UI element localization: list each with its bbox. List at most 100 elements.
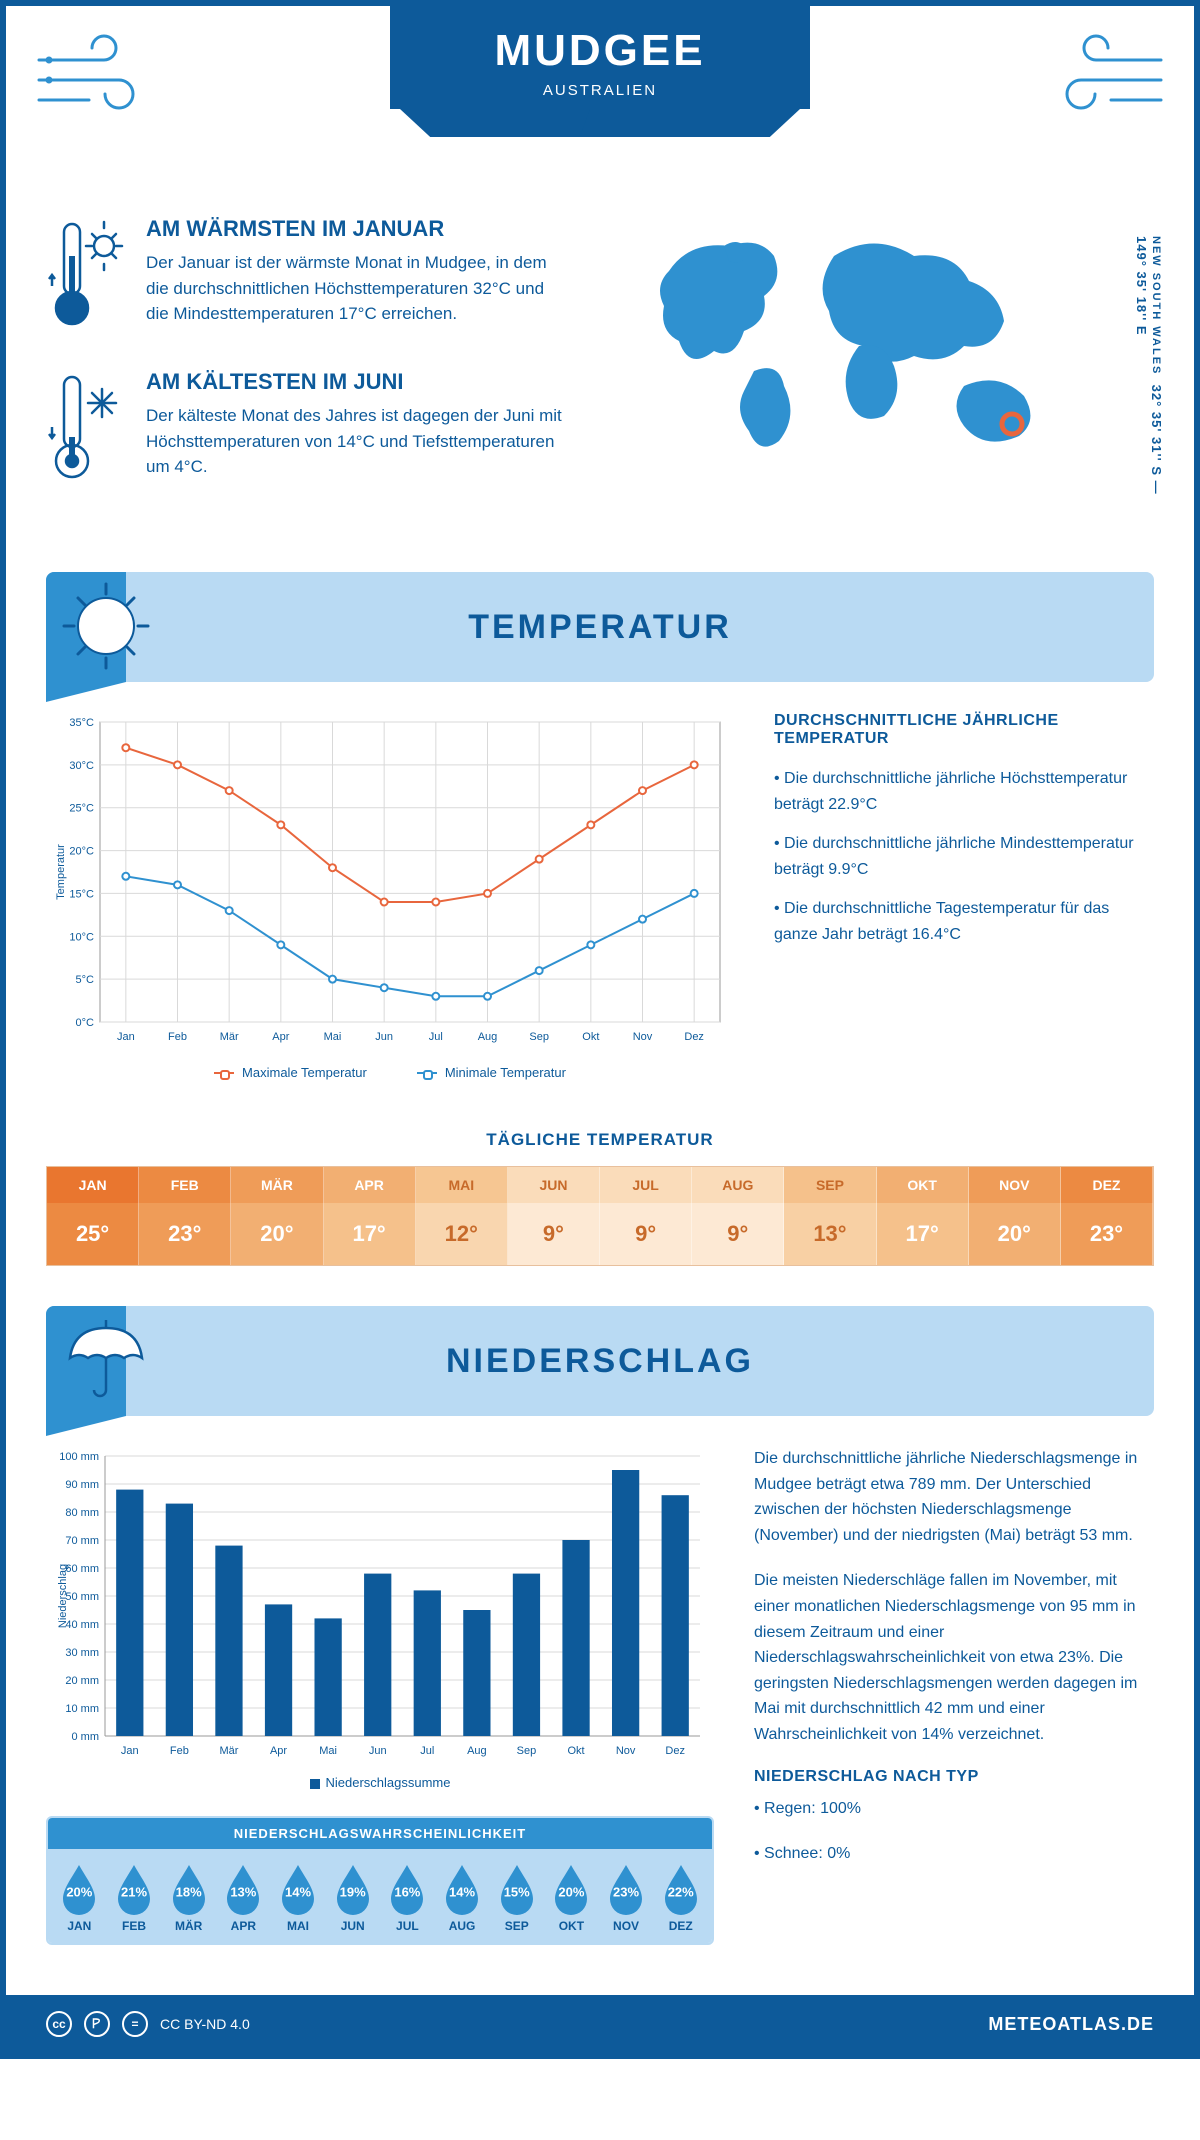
- probability-cell: 22% DEZ: [653, 1863, 708, 1933]
- daily-cell: APR 17°: [324, 1167, 416, 1265]
- probability-cell: 21% FEB: [107, 1863, 162, 1933]
- svg-text:Jun: Jun: [369, 1745, 387, 1757]
- cc-icon: cc: [46, 2011, 72, 2037]
- precipitation-info: Die durchschnittliche jährliche Niedersc…: [754, 1446, 1154, 1945]
- svg-text:Dez: Dez: [684, 1031, 704, 1043]
- section-title: NIEDERSCHLAG: [446, 1342, 754, 1381]
- sun-icon: [56, 576, 156, 681]
- daily-cell: SEP 13°: [784, 1167, 876, 1265]
- svg-text:Feb: Feb: [170, 1745, 189, 1757]
- thermometer-sun-icon: [46, 216, 126, 341]
- probability-box: NIEDERSCHLAGSWAHRSCHEINLICHKEIT 20% JAN …: [46, 1816, 714, 1945]
- precipitation-legend: Niederschlagssumme: [46, 1775, 714, 1790]
- svg-text:Temperatur: Temperatur: [55, 844, 67, 900]
- daily-cell: JUL 9°: [600, 1167, 692, 1265]
- svg-text:Jun: Jun: [375, 1031, 393, 1043]
- title-ribbon: MUDGEE AUSTRALIEN: [390, 6, 810, 137]
- coldest-text: Der kälteste Monat des Jahres ist dagege…: [146, 403, 566, 480]
- umbrella-icon: [56, 1310, 156, 1415]
- svg-text:Feb: Feb: [168, 1031, 187, 1043]
- nd-icon: =: [122, 2011, 148, 2037]
- svg-text:20°C: 20°C: [69, 846, 94, 858]
- svg-text:Sep: Sep: [529, 1031, 549, 1043]
- svg-text:Apr: Apr: [270, 1745, 287, 1757]
- probability-cell: 20% JAN: [52, 1863, 107, 1933]
- intro-section: AM WÄRMSTEN IM JANUAR Der Januar ist der…: [6, 206, 1194, 552]
- site-name: METEOATLAS.DE: [988, 2014, 1154, 2035]
- svg-text:10°C: 10°C: [69, 931, 94, 943]
- svg-text:50 mm: 50 mm: [65, 1591, 99, 1603]
- svg-text:35°C: 35°C: [69, 717, 94, 729]
- svg-text:30°C: 30°C: [69, 760, 94, 772]
- page-title: MUDGEE: [390, 26, 810, 76]
- precipitation-banner: NIEDERSCHLAG: [46, 1306, 1154, 1416]
- svg-text:Nov: Nov: [616, 1745, 636, 1757]
- svg-text:60 mm: 60 mm: [65, 1563, 99, 1575]
- svg-text:Mai: Mai: [324, 1031, 342, 1043]
- probability-cell: 18% MÄR: [161, 1863, 216, 1933]
- svg-text:Mai: Mai: [319, 1745, 337, 1757]
- svg-text:Okt: Okt: [567, 1745, 584, 1757]
- coordinates: NEW SOUTH WALES 32° 35' 31'' S — 149° 35…: [1134, 236, 1164, 522]
- wind-icon: [1046, 30, 1166, 125]
- page: MUDGEE AUSTRALIEN AM WÄRMSTEN IM JANUAR …: [0, 0, 1200, 2059]
- license-text: CC BY-ND 4.0: [160, 2016, 250, 2032]
- probability-cell: 14% MAI: [271, 1863, 326, 1933]
- page-subtitle: AUSTRALIEN: [390, 82, 810, 99]
- svg-text:90 mm: 90 mm: [65, 1479, 99, 1491]
- warmest-title: AM WÄRMSTEN IM JANUAR: [146, 216, 566, 242]
- probability-cell: 20% OKT: [544, 1863, 599, 1933]
- svg-text:0°C: 0°C: [76, 1017, 95, 1029]
- svg-text:Okt: Okt: [582, 1031, 599, 1043]
- footer: cc 𐊕 = CC BY-ND 4.0 METEOATLAS.DE: [6, 1995, 1194, 2053]
- temperature-legend: Maximale Temperatur Minimale Temperatur: [46, 1065, 734, 1080]
- daily-temp-table: JAN 25° FEB 23° MÄR 20° APR 17° MAI 12° …: [46, 1166, 1154, 1266]
- svg-text:Apr: Apr: [272, 1031, 289, 1043]
- probability-cell: 13% APR: [216, 1863, 271, 1933]
- svg-text:100 mm: 100 mm: [59, 1451, 99, 1463]
- warmest-fact: AM WÄRMSTEN IM JANUAR Der Januar ist der…: [46, 216, 614, 341]
- probability-cell: 15% SEP: [489, 1863, 544, 1933]
- wind-icon: [34, 30, 154, 125]
- svg-text:Aug: Aug: [467, 1745, 487, 1757]
- svg-text:Jul: Jul: [429, 1031, 443, 1043]
- svg-text:Sep: Sep: [517, 1745, 537, 1757]
- precipitation-bar-chart: 0 mm10 mm20 mm30 mm40 mm50 mm60 mm70 mm8…: [46, 1446, 714, 1771]
- header: MUDGEE AUSTRALIEN: [6, 6, 1194, 206]
- svg-text:Dez: Dez: [665, 1745, 685, 1757]
- svg-text:Mär: Mär: [220, 1031, 239, 1043]
- svg-text:15°C: 15°C: [69, 888, 94, 900]
- svg-text:80 mm: 80 mm: [65, 1507, 99, 1519]
- svg-text:0 mm: 0 mm: [72, 1731, 100, 1743]
- svg-text:25°C: 25°C: [69, 803, 94, 815]
- probability-cell: 14% AUG: [435, 1863, 490, 1933]
- svg-text:5°C: 5°C: [76, 974, 95, 986]
- svg-text:Jan: Jan: [121, 1745, 139, 1757]
- daily-cell: MÄR 20°: [231, 1167, 323, 1265]
- probability-cell: 23% NOV: [599, 1863, 654, 1933]
- coldest-title: AM KÄLTESTEN IM JUNI: [146, 369, 566, 395]
- daily-cell: NOV 20°: [969, 1167, 1061, 1265]
- svg-text:Aug: Aug: [478, 1031, 498, 1043]
- temperature-line-chart: 0°C 5°C 10°C 15°C 20°C 25°C 30°C 35°C Jan Feb Mär A…: [46, 712, 734, 1057]
- by-icon: 𐊕: [84, 2011, 110, 2037]
- svg-text:10 mm: 10 mm: [65, 1703, 99, 1715]
- daily-cell: FEB 23°: [139, 1167, 231, 1265]
- temperature-info: DURCHSCHNITTLICHE JÄHRLICHE TEMPERATUR •…: [774, 712, 1154, 1080]
- probability-cell: 19% JUN: [325, 1863, 380, 1933]
- svg-text:Jul: Jul: [420, 1745, 434, 1757]
- svg-text:30 mm: 30 mm: [65, 1647, 99, 1659]
- coldest-fact: AM KÄLTESTEN IM JUNI Der kälteste Monat …: [46, 369, 614, 494]
- svg-text:Niederschlag: Niederschlag: [57, 1564, 69, 1628]
- thermometer-snow-icon: [46, 369, 126, 494]
- section-title: TEMPERATUR: [468, 608, 732, 647]
- svg-text:Mär: Mär: [219, 1745, 238, 1757]
- svg-text:Jan: Jan: [117, 1031, 135, 1043]
- svg-text:70 mm: 70 mm: [65, 1535, 99, 1547]
- svg-text:Nov: Nov: [633, 1031, 653, 1043]
- daily-cell: AUG 9°: [692, 1167, 784, 1265]
- temperature-banner: TEMPERATUR: [46, 572, 1154, 682]
- daily-temp-title: TÄGLICHE TEMPERATUR: [6, 1130, 1194, 1150]
- daily-cell: JAN 25°: [47, 1167, 139, 1265]
- world-map-icon: [634, 216, 1094, 466]
